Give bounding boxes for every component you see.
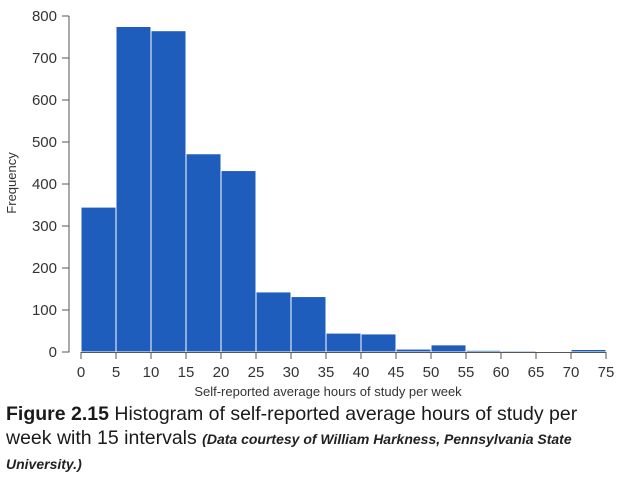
x-axis-label: Self-reported average hours of study per… <box>194 384 462 399</box>
x-tick-label: 25 <box>248 364 265 381</box>
histogram-bar <box>570 348 607 353</box>
caption-text: Histogram of self-reported average hours… <box>6 403 578 449</box>
y-tick-label: 600 <box>32 92 57 109</box>
histogram-bar <box>80 206 117 353</box>
y-axis-label: Frequency <box>4 152 19 214</box>
histogram-bar <box>500 350 537 353</box>
histogram-bar <box>115 26 152 353</box>
x-tick-label: 10 <box>143 364 160 381</box>
x-tick-label: 40 <box>353 364 370 381</box>
y-tick-label: 500 <box>32 134 57 151</box>
histogram-bar <box>290 296 327 353</box>
histogram-bar <box>430 344 467 353</box>
y-tick-label: 0 <box>49 344 57 361</box>
x-tick-label: 15 <box>178 364 195 381</box>
histogram-bar <box>465 349 502 353</box>
x-tick-label: 60 <box>493 364 510 381</box>
histogram-bar <box>360 333 397 353</box>
histogram-bar <box>395 348 432 353</box>
x-tick-label: 70 <box>563 364 580 381</box>
histogram-chart: 0 100 200 300 400 500 600 700 800 0 5 10 15 20 25 30 35… <box>4 8 615 399</box>
caption-credit: (Data courtesy of William Harkness, Penn… <box>6 431 572 472</box>
x-tick-label: 20 <box>213 364 230 381</box>
x-tick-label: 30 <box>283 364 300 381</box>
x-tick-label: 65 <box>528 364 545 381</box>
x-tick-label: 45 <box>388 364 405 381</box>
histogram-bar <box>325 332 362 353</box>
histogram-bars <box>80 26 607 353</box>
y-tick-label: 400 <box>32 176 57 193</box>
histogram-bar <box>185 153 222 353</box>
y-tick-label: 700 <box>32 50 57 67</box>
y-tick-label: 800 <box>32 8 57 25</box>
figure-number: Figure 2.15 <box>6 403 109 425</box>
x-tick-label: 75 <box>598 364 615 381</box>
x-tick-label: 5 <box>112 364 120 381</box>
y-axis: 0 100 200 300 400 500 600 700 800 <box>32 8 70 361</box>
y-tick-label: 300 <box>32 218 57 235</box>
x-tick-label: 50 <box>423 364 440 381</box>
histogram-bar <box>220 170 257 353</box>
x-axis: 0 5 10 15 20 25 30 35 40 45 50 55 60 65 70 75 <box>77 352 615 381</box>
x-tick-label: 35 <box>318 364 335 381</box>
x-tick-label: 55 <box>458 364 475 381</box>
y-tick-label: 200 <box>32 260 57 277</box>
y-tick-label: 100 <box>32 302 57 319</box>
histogram-bar <box>255 291 292 353</box>
figure-caption: Figure 2.15 Histogram of self-reported a… <box>6 402 618 476</box>
histogram-bar <box>150 30 187 353</box>
x-tick-label: 0 <box>77 364 85 381</box>
